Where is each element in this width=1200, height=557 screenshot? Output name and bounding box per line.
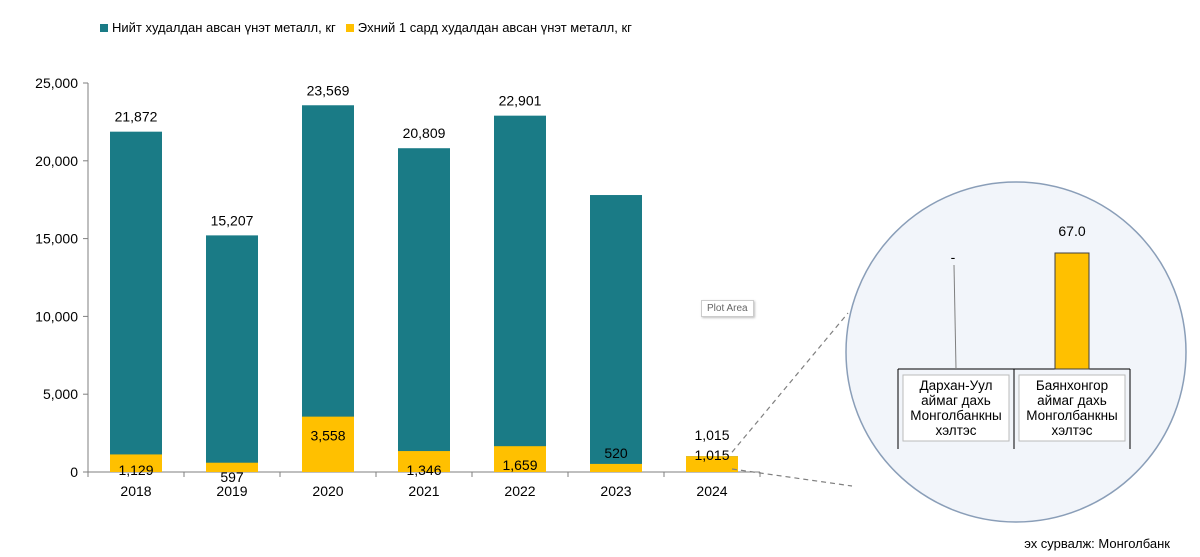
bar-h1 <box>494 446 546 472</box>
data-label-total: 22,901 <box>499 93 542 109</box>
x-tick-label: 2018 <box>120 483 151 499</box>
bar-total <box>398 148 450 472</box>
data-label-h1: 1,129 <box>118 462 153 478</box>
inset-category-box <box>1018 374 1126 442</box>
bar-h1 <box>590 463 642 472</box>
bar-h1 <box>686 456 738 472</box>
legend-label-h1: Эхний 1 сард худалдан авсан үнэт металл,… <box>357 20 632 35</box>
legend-swatch-total <box>100 23 108 32</box>
data-label-total: 23,569 <box>307 82 350 98</box>
y-tick-label: 25,000 <box>35 75 78 91</box>
data-label-total: 21,872 <box>115 109 158 125</box>
x-tick-label: 2020 <box>312 483 343 499</box>
bar-total <box>110 131 162 472</box>
data-label-h1: 3,558 <box>310 428 345 444</box>
inset-leader-line <box>953 264 957 370</box>
y-tick-label: 15,000 <box>35 231 78 247</box>
data-label-total: 20,809 <box>403 125 446 141</box>
x-tick-label: 2019 <box>216 483 247 499</box>
inset-category-line: хэлтэс <box>1051 423 1092 438</box>
inset-bar <box>1054 252 1090 370</box>
inset-data-label: - <box>951 249 956 265</box>
bar-total <box>494 115 546 473</box>
bar-h1 <box>302 416 354 472</box>
bar-h1 <box>110 454 162 472</box>
zoom-connector-bottom <box>731 468 853 487</box>
bar-h1 <box>206 462 258 472</box>
inset-category-line: хэлтэс <box>935 423 976 438</box>
y-tick-label: 10,000 <box>35 308 78 324</box>
bar-total <box>590 195 642 473</box>
source-note: эх сурвалж: Монголбанк <box>1024 536 1170 551</box>
data-label-h1: 1,015 <box>694 447 729 463</box>
inset-category-line: Баянхонгор <box>1036 378 1108 393</box>
x-tick-label: 2023 <box>600 483 631 499</box>
inset-category-label: Баянхонгор аймаг дахь Монголбанкны хэлтэс <box>1026 378 1118 438</box>
bar-total <box>302 105 354 472</box>
y-tick-label: 0 <box>70 464 78 480</box>
bar-total <box>206 235 258 472</box>
x-tick-label: 2022 <box>504 483 535 499</box>
data-label-h1: 597 <box>220 469 244 485</box>
inset-category-line: Дархан-Уул <box>920 378 993 393</box>
y-tick-label: 5,000 <box>43 386 78 402</box>
data-label-h1: 1,346 <box>406 462 441 478</box>
data-label-h1: 1,659 <box>502 457 537 473</box>
data-label-total: 15,207 <box>211 212 254 228</box>
inset-category-line: аймаг дахь <box>921 393 991 408</box>
legend: Нийт худалдан авсан үнэт металл, кг Эхни… <box>100 20 632 35</box>
legend-label-total: Нийт худалдан авсан үнэт металл, кг <box>112 20 336 35</box>
y-tick-label: 20,000 <box>35 153 78 169</box>
x-tick-label: 2021 <box>408 483 439 499</box>
inset-data-label: 67.0 <box>1058 223 1085 239</box>
x-tick-label: 2024 <box>696 483 727 499</box>
data-label-total: 1,015 <box>694 427 729 443</box>
inset-category-line: Монголбанкны <box>1026 408 1118 423</box>
inset-category-box <box>902 374 1010 442</box>
legend-swatch-h1 <box>345 23 354 32</box>
legend-item-h1: Эхний 1 сард худалдан авсан үнэт металл,… <box>345 20 632 35</box>
inset-category-line: Монголбанкны <box>910 408 1002 423</box>
plot-area-tooltip: Plot Area <box>701 300 754 317</box>
zoom-connector-top <box>731 312 849 453</box>
inset-category-line: аймаг дахь <box>1037 393 1107 408</box>
bar-h1 <box>398 451 450 472</box>
inset-category-label: Дархан-Уул аймаг дахь Монголбанкны хэлтэс <box>910 378 1002 438</box>
data-label-h1: 520 <box>604 445 628 461</box>
zoom-circle <box>845 181 1187 523</box>
legend-item-total: Нийт худалдан авсан үнэт металл, кг <box>100 20 336 35</box>
